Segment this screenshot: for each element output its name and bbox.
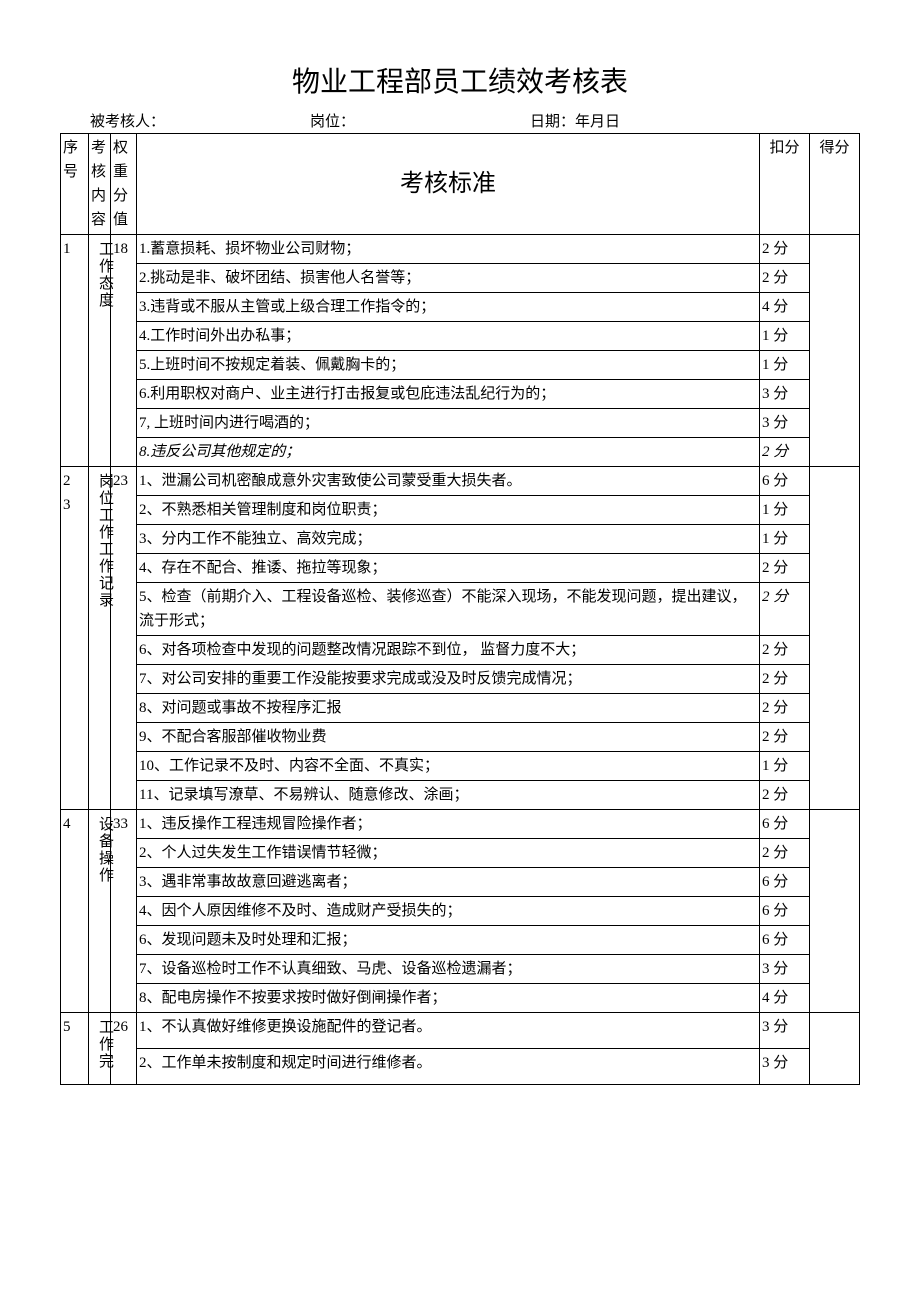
deduction-cell: 1 分 [760,351,810,380]
standard-cell: 2、工作单未按制度和规定时间进行维修者。 [137,1049,760,1085]
score-cell [810,810,860,1013]
standard-cell: 2、个人过失发生工作错误情节轻微； [137,839,760,868]
standard-cell: 4、因个人原因维修不及时、造成财产受损失的； [137,897,760,926]
deduction-cell: 3 分 [760,955,810,984]
standard-cell: 6、对各项检查中发现的问题整改情况跟踪不到位， 监督力度不大； [137,636,760,665]
deduction-cell: 2 分 [760,554,810,583]
seq-cell: 4 [61,810,89,1013]
date-label: 日期：年月日 [530,110,830,131]
standard-cell: 1、违反操作工程违规冒险操作者； [137,810,760,839]
deduction-cell: 1 分 [760,525,810,554]
seq-cell: 5 [61,1013,89,1085]
deduction-cell: 2 分 [760,583,810,636]
deduction-cell: 2 分 [760,665,810,694]
standard-cell: 11、记录填写潦草、不易辨认、随意修改、涂画； [137,781,760,810]
standard-cell: 3.违背或不服从主管或上级合理工作指令的； [137,293,760,322]
deduction-cell: 1 分 [760,752,810,781]
standard-cell: 7, 上班时间内进行喝酒的； [137,409,760,438]
standard-cell: 9、不配合客服部催收物业费 [137,723,760,752]
deduction-cell: 3 分 [760,409,810,438]
deduction-cell: 3 分 [760,1013,810,1049]
standard-cell: 4.工作时间外出办私事； [137,322,760,351]
deduction-cell: 2 分 [760,781,810,810]
header-standard: 考核标准 [137,134,760,235]
standard-cell: 8、对问题或事故不按程序汇报 [137,694,760,723]
deduction-cell: 2 分 [760,694,810,723]
category-cell: 岗位工作工作记录 [89,467,111,810]
header-seq: 序号 [61,134,89,235]
score-cell [810,235,860,467]
standard-cell: 5、检查（前期介入、工程设备巡检、装修巡查）不能深入现场，不能发现问题，提出建议… [137,583,760,636]
standard-cell: 2、不熟悉相关管理制度和岗位职责； [137,496,760,525]
deduction-cell: 2 分 [760,636,810,665]
deduction-cell: 4 分 [760,984,810,1013]
standard-cell: 1、不认真做好维修更换设施配件的登记者。 [137,1013,760,1049]
meta-row: 被考核人： 岗位： 日期：年月日 [60,110,860,131]
page-title: 物业工程部员工绩效考核表 [60,60,860,100]
deduction-cell: 3 分 [760,1049,810,1085]
deduction-cell: 6 分 [760,467,810,496]
seq-cell: 2 3 [61,467,89,810]
standard-cell: 1.蓄意损耗、损坏物业公司财物； [137,235,760,264]
standard-cell: 10、工作记录不及时、内容不全面、不真实； [137,752,760,781]
category-cell: 工作完 [89,1013,111,1085]
deduction-cell: 4 分 [760,293,810,322]
score-cell [810,467,860,810]
deduction-cell: 1 分 [760,322,810,351]
standard-cell: 8.违反公司其他规定的； [137,438,760,467]
score-cell [810,1013,860,1085]
standard-cell: 7、设备巡检时工作不认真细致、马虎、设备巡检遗漏者； [137,955,760,984]
header-weight: 权重分值 [111,134,137,235]
standard-cell: 8、配电房操作不按要求按时做好倒闸操作者； [137,984,760,1013]
deduction-cell: 3 分 [760,380,810,409]
category-cell: 设备操作 [89,810,111,1013]
deduction-cell: 6 分 [760,926,810,955]
standard-cell: 2.挑动是非、破坏团结、损害他人名誉等； [137,264,760,293]
deduction-cell: 2 分 [760,723,810,752]
standard-cell: 1、泄漏公司机密酿成意外灾害致使公司蒙受重大损失者。 [137,467,760,496]
category-cell: 工作态度 [89,235,111,467]
deduction-cell: 2 分 [760,235,810,264]
deduction-cell: 6 分 [760,810,810,839]
header-deduction: 扣分 [760,134,810,235]
deduction-cell: 2 分 [760,839,810,868]
standard-cell: 6.利用职权对商户、业主进行打击报复或包庇违法乱纪行为的； [137,380,760,409]
standard-cell: 3、遇非常事故故意回避逃离者； [137,868,760,897]
deduction-cell: 6 分 [760,868,810,897]
seq-cell: 1 [61,235,89,467]
position-label: 岗位： [310,110,530,131]
standard-cell: 7、对公司安排的重要工作没能按要求完成或没及时反馈完成情况； [137,665,760,694]
standard-cell: 5.上班时间不按规定着装、佩戴胸卡的； [137,351,760,380]
header-score: 得分 [810,134,860,235]
standard-cell: 6、发现问题未及时处理和汇报； [137,926,760,955]
assessee-label: 被考核人： [90,110,310,131]
deduction-cell: 1 分 [760,496,810,525]
assessment-table: 序号考核内容权重分值考核标准扣分得分1工作态度181.蓄意损耗、损坏物业公司财物… [60,133,860,1085]
header-category: 考核内容 [89,134,111,235]
standard-cell: 3、分内工作不能独立、高效完成； [137,525,760,554]
standard-cell: 4、存在不配合、推诿、拖拉等现象； [137,554,760,583]
deduction-cell: 2 分 [760,264,810,293]
deduction-cell: 6 分 [760,897,810,926]
deduction-cell: 2 分 [760,438,810,467]
